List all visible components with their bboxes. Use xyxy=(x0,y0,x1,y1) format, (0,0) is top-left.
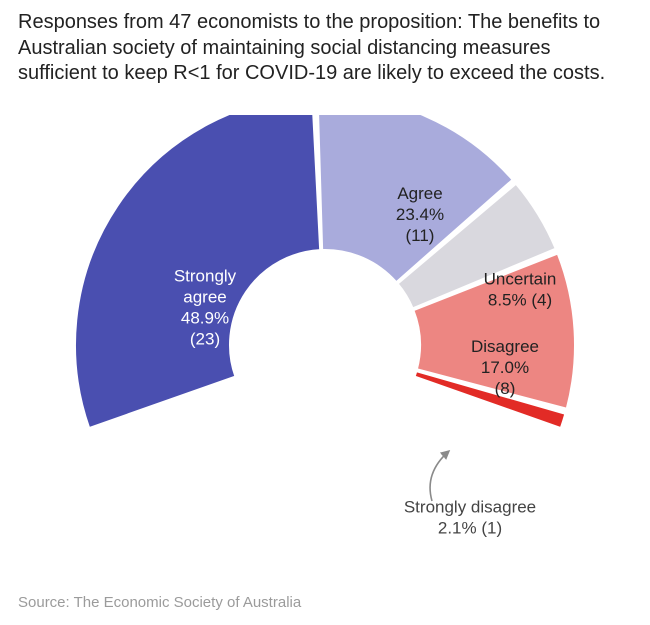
chart-title: Responses from 47 economists to the prop… xyxy=(18,10,632,87)
slice-label-strongly_disagree: Strongly disagree2.1% (1) xyxy=(404,498,536,538)
callout-arrow-strongly_disagree xyxy=(430,451,449,501)
donut-chart: Stronglyagree48.9%(23)Agree23.4%(11)Unce… xyxy=(0,115,650,585)
source-text: Source: The Economic Society of Australi… xyxy=(18,594,301,611)
